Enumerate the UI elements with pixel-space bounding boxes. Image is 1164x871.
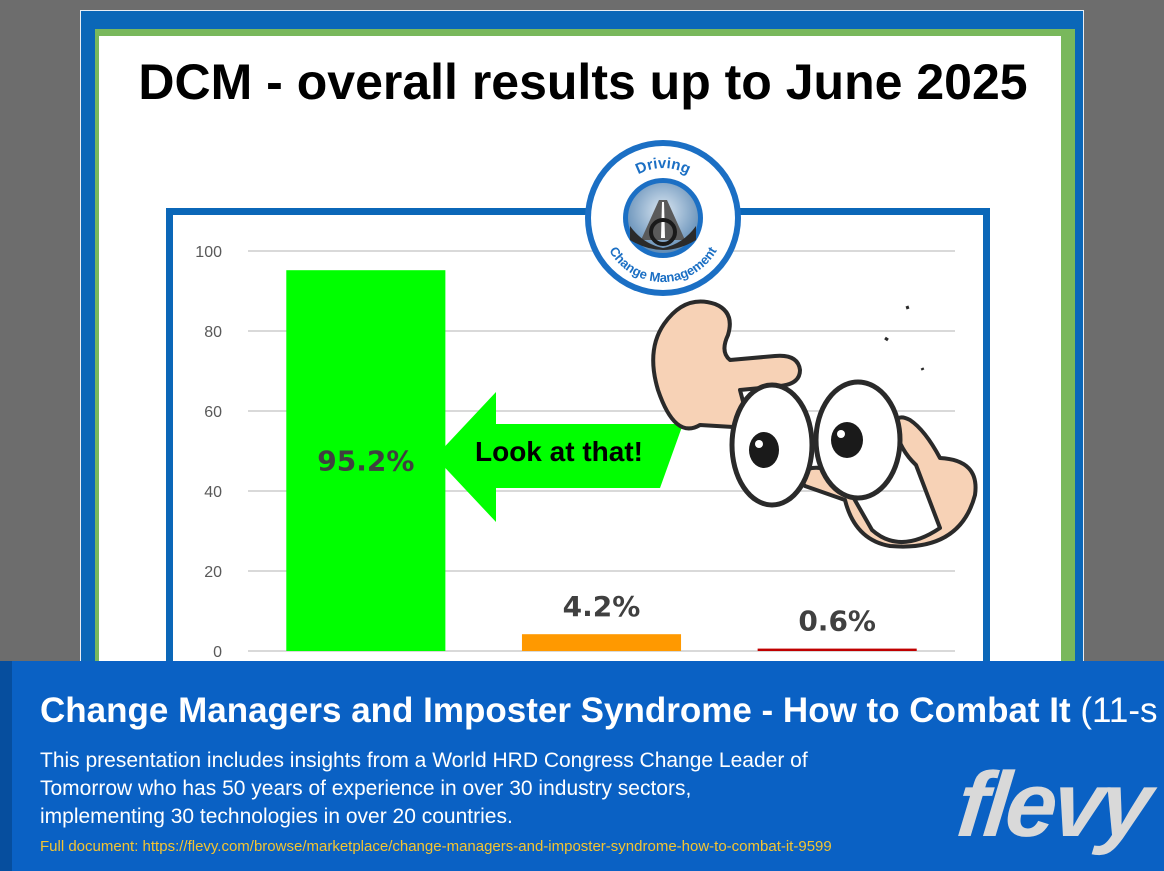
data-label: 95.2%: [317, 445, 414, 478]
callout-text: Look at that!: [475, 436, 643, 467]
banner-title-main: Change Managers and Imposter Syndrome - …: [40, 691, 1071, 730]
document-link[interactable]: Full document: https://flevy.com/browse/…: [40, 838, 832, 855]
y-tick-label: 60: [204, 404, 222, 421]
banner-title-suffix: (11-s: [1080, 691, 1158, 730]
banner-title[interactable]: Change Managers and Imposter Syndrome - …: [40, 691, 1158, 731]
banner-description: This presentation includes insights from…: [40, 749, 808, 828]
y-tick-label: 100: [195, 244, 222, 261]
data-label: 4.2%: [563, 590, 641, 623]
callout-arrow: [435, 392, 683, 522]
y-tick-label: 40: [204, 484, 222, 501]
y-tick-label: 0: [213, 644, 222, 661]
looking-hands-illustration: [651, 299, 978, 549]
logo-top-text: Driving: [633, 155, 693, 178]
data-label: 0.6%: [798, 605, 876, 638]
slide-title: DCM - overall results up to June 2025: [138, 54, 1028, 110]
slide: DCM - overall results up to June 2025 0 2…: [80, 10, 1084, 726]
driving-change-management-logo: Driving Change Management: [585, 140, 741, 296]
bar: [521, 634, 682, 651]
banner-accent: [0, 661, 12, 871]
y-tick-label: 20: [204, 564, 222, 581]
flevy-logo[interactable]: flevy: [952, 754, 1154, 856]
bar: [286, 270, 446, 651]
document-banner: Change Managers and Imposter Syndrome - …: [0, 661, 1164, 871]
bar: [757, 648, 917, 651]
y-tick-label: 80: [204, 324, 222, 341]
